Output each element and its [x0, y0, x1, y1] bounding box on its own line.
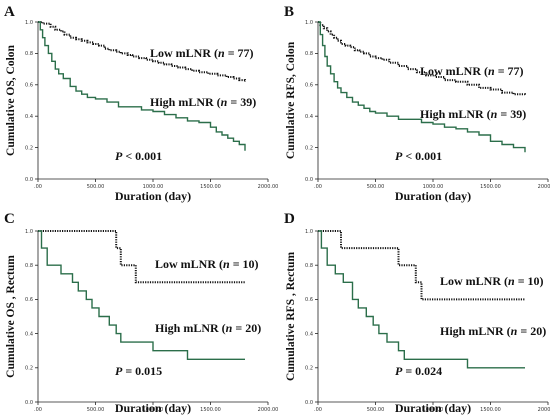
- x-tick-label: 2000.00: [538, 407, 550, 413]
- series-label: Low mLNR (n = 77): [420, 64, 524, 78]
- y-axis-label: Cumulative RFS, Colon: [285, 41, 297, 159]
- y-tick-label: 1.0: [25, 229, 33, 235]
- series-label: High mLNR (n = 39): [150, 95, 256, 109]
- x-tick-label: 2000.00: [258, 407, 279, 413]
- p-value: P = 0.015: [115, 364, 162, 378]
- y-tick-label: 0.0: [25, 177, 33, 183]
- x-tick-label: .00: [34, 407, 42, 413]
- panel-b: B 0.0 0.2 0.4 0.6 0.8 1.0 .00 500.00 1000.00 1500.…: [284, 4, 550, 203]
- y-tick-label: 1.0: [25, 20, 33, 26]
- y-tick-label: 0.2: [305, 145, 313, 151]
- x-axis-label: Duration (day): [395, 189, 471, 203]
- x-tick-label: 2000.00: [538, 184, 550, 190]
- series-label: High mLNR (n = 20): [440, 324, 546, 338]
- x-tick-label: 1000.00: [143, 184, 164, 190]
- series-label: Low mLNR (n = 77): [150, 46, 254, 60]
- y-tick-label: 0.8: [25, 263, 33, 269]
- panel-letter: A: [4, 4, 15, 20]
- x-axis-label: Duration (day): [395, 401, 471, 415]
- p-value: P = 0.024: [395, 364, 442, 378]
- y-tick-label: 0.2: [305, 366, 313, 372]
- y-tick-label: 0.4: [305, 114, 313, 120]
- x-tick-label: .00: [314, 407, 322, 413]
- x-tick-label: 500.00: [367, 184, 385, 190]
- y-tick-label: 0.8: [25, 51, 33, 57]
- low-mlnr-curve: [318, 230, 525, 301]
- y-tick-label: 0.4: [25, 114, 33, 120]
- high-mlnr-curve: [38, 21, 246, 151]
- x-axis-label: Duration (day): [115, 189, 191, 203]
- y-tick-label: 0.8: [305, 51, 313, 57]
- x-tick-label: 500.00: [87, 184, 105, 190]
- y-tick-label: 0.4: [305, 331, 313, 337]
- y-tick-label: 0.2: [25, 145, 33, 151]
- y-axis-label: Cumulative OS , Rectum: [5, 255, 17, 378]
- x-tick-label: 2000.00: [258, 184, 279, 190]
- series-label: Low mLNR (n = 10): [440, 274, 544, 288]
- y-tick-label: 0.6: [305, 83, 313, 89]
- x-tick-label: 1000.00: [423, 407, 444, 413]
- x-tick-label: 1000.00: [143, 407, 164, 413]
- x-tick-label: 500.00: [367, 407, 385, 413]
- panel-letter: C: [4, 211, 15, 227]
- panel-d: D 0.0 0.2 0.4 0.6 0.8 1.0 .00 500.00 1000.00 1500.…: [284, 211, 550, 415]
- y-tick-label: 0.6: [305, 297, 313, 303]
- series-label: High mLNR (n = 39): [420, 107, 526, 121]
- x-tick-label: 1500.00: [200, 184, 221, 190]
- high-mlnr-curve: [318, 21, 526, 153]
- x-tick-label: .00: [314, 184, 322, 190]
- y-tick-label: 0.0: [305, 400, 313, 406]
- x-tick-label: .00: [34, 184, 42, 190]
- panel-letter: B: [284, 4, 294, 20]
- panel-a: A 0.0 0.2 0.4 0.6 0.8 1.0 .00 500.00 1000.00 1500.…: [4, 4, 278, 203]
- x-tick-label: 1000.00: [423, 184, 444, 190]
- y-tick-label: 0.8: [305, 263, 313, 269]
- y-tick-label: 0.0: [305, 177, 313, 183]
- y-tick-label: 0.6: [25, 297, 33, 303]
- high-mlnr-curve: [318, 230, 525, 369]
- x-tick-label: 500.00: [87, 407, 105, 413]
- y-tick-label: 1.0: [305, 20, 313, 26]
- y-axis-label: Cumulative OS, Colon: [5, 44, 17, 155]
- x-tick-label: 1500.00: [480, 407, 501, 413]
- y-axis-label: Cumulative RFS , Rectum: [285, 252, 297, 381]
- panel-c: C 0.0 0.2 0.4 0.6 0.8 1.0 .00 500.00 1000.00 1500.…: [4, 211, 278, 415]
- high-mlnr-curve: [38, 230, 245, 360]
- x-axis-label: Duration (day): [115, 401, 191, 415]
- y-tick-label: 0.4: [25, 331, 33, 337]
- low-mlnr-curve: [318, 21, 526, 96]
- p-value: P < 0.001: [395, 149, 442, 163]
- y-tick-label: 0.6: [25, 83, 33, 89]
- y-tick-label: 1.0: [305, 229, 313, 235]
- x-tick-label: 1500.00: [480, 184, 501, 190]
- series-label: High mLNR (n = 20): [155, 321, 261, 335]
- panel-letter: D: [284, 211, 295, 227]
- y-tick-label: 0.2: [25, 366, 33, 372]
- series-label: Low mLNR (n = 10): [155, 257, 259, 271]
- y-tick-label: 0.0: [25, 400, 33, 406]
- low-mlnr-curve: [38, 21, 246, 82]
- p-value: P < 0.001: [115, 149, 162, 163]
- x-tick-label: 1500.00: [200, 407, 221, 413]
